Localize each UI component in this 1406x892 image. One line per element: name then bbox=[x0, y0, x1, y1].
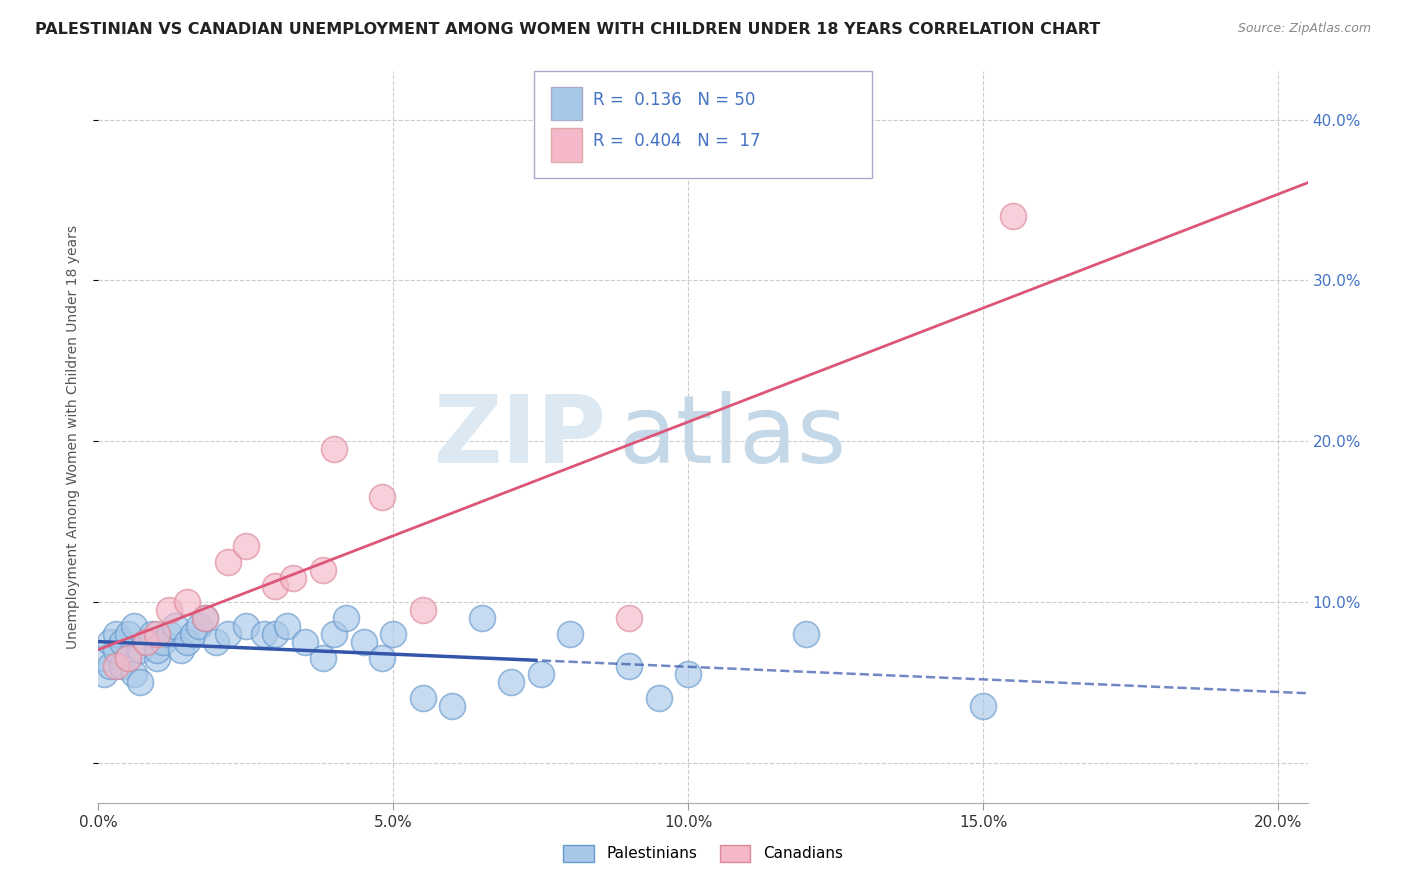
Point bbox=[264, 579, 287, 593]
Point bbox=[152, 635, 174, 649]
Point bbox=[235, 539, 257, 553]
Point bbox=[619, 611, 641, 625]
Point bbox=[412, 691, 434, 706]
Point bbox=[370, 651, 392, 665]
Point bbox=[530, 667, 553, 681]
Y-axis label: Unemployment Among Women with Children Under 18 years: Unemployment Among Women with Children U… bbox=[66, 225, 80, 649]
Point bbox=[105, 659, 128, 673]
Point bbox=[105, 643, 128, 657]
Legend: Palestinians, Canadians: Palestinians, Canadians bbox=[557, 838, 849, 868]
Point bbox=[117, 651, 139, 665]
Point bbox=[187, 619, 209, 633]
Point bbox=[128, 675, 150, 690]
Point bbox=[235, 619, 257, 633]
Point bbox=[370, 491, 392, 505]
Point bbox=[146, 651, 169, 665]
Point bbox=[794, 627, 817, 641]
Point bbox=[181, 627, 204, 641]
Point bbox=[194, 611, 217, 625]
Point bbox=[93, 651, 115, 665]
Point bbox=[311, 651, 333, 665]
Point bbox=[281, 571, 304, 585]
Point bbox=[678, 667, 700, 681]
Point bbox=[194, 611, 217, 625]
Point bbox=[128, 643, 150, 657]
Point bbox=[122, 667, 145, 681]
Point bbox=[323, 627, 346, 641]
Point bbox=[176, 595, 198, 609]
Point bbox=[276, 619, 298, 633]
Point bbox=[111, 659, 134, 673]
Text: Source: ZipAtlas.com: Source: ZipAtlas.com bbox=[1237, 22, 1371, 36]
Point bbox=[176, 635, 198, 649]
Point bbox=[264, 627, 287, 641]
Text: R =  0.136   N = 50: R = 0.136 N = 50 bbox=[593, 91, 755, 109]
Point bbox=[294, 635, 316, 649]
Point bbox=[117, 627, 139, 641]
Point bbox=[648, 691, 671, 706]
Point bbox=[157, 627, 180, 641]
Point bbox=[98, 635, 121, 649]
Point bbox=[323, 442, 346, 457]
Point bbox=[471, 611, 494, 625]
Point bbox=[135, 635, 157, 649]
Point bbox=[217, 555, 239, 569]
Point bbox=[117, 651, 139, 665]
Point bbox=[111, 635, 134, 649]
Point bbox=[93, 667, 115, 681]
Point bbox=[205, 635, 228, 649]
Point bbox=[146, 643, 169, 657]
Point bbox=[1001, 209, 1024, 223]
Point bbox=[165, 619, 187, 633]
Point bbox=[382, 627, 405, 641]
Point bbox=[170, 643, 193, 657]
Point bbox=[141, 627, 163, 641]
Point bbox=[146, 627, 169, 641]
Text: ZIP: ZIP bbox=[433, 391, 606, 483]
Point bbox=[135, 635, 157, 649]
Point bbox=[560, 627, 582, 641]
Point bbox=[157, 603, 180, 617]
Point bbox=[353, 635, 375, 649]
Point bbox=[98, 659, 121, 673]
Point bbox=[441, 699, 464, 714]
Point bbox=[335, 611, 357, 625]
Point bbox=[311, 563, 333, 577]
Point bbox=[972, 699, 994, 714]
Point bbox=[217, 627, 239, 641]
Point bbox=[501, 675, 523, 690]
Text: atlas: atlas bbox=[619, 391, 846, 483]
Point bbox=[105, 627, 128, 641]
Point bbox=[122, 619, 145, 633]
Point bbox=[252, 627, 274, 641]
Point bbox=[619, 659, 641, 673]
Point bbox=[412, 603, 434, 617]
Text: PALESTINIAN VS CANADIAN UNEMPLOYMENT AMONG WOMEN WITH CHILDREN UNDER 18 YEARS CO: PALESTINIAN VS CANADIAN UNEMPLOYMENT AMO… bbox=[35, 22, 1101, 37]
Text: R =  0.404   N =  17: R = 0.404 N = 17 bbox=[593, 132, 761, 150]
